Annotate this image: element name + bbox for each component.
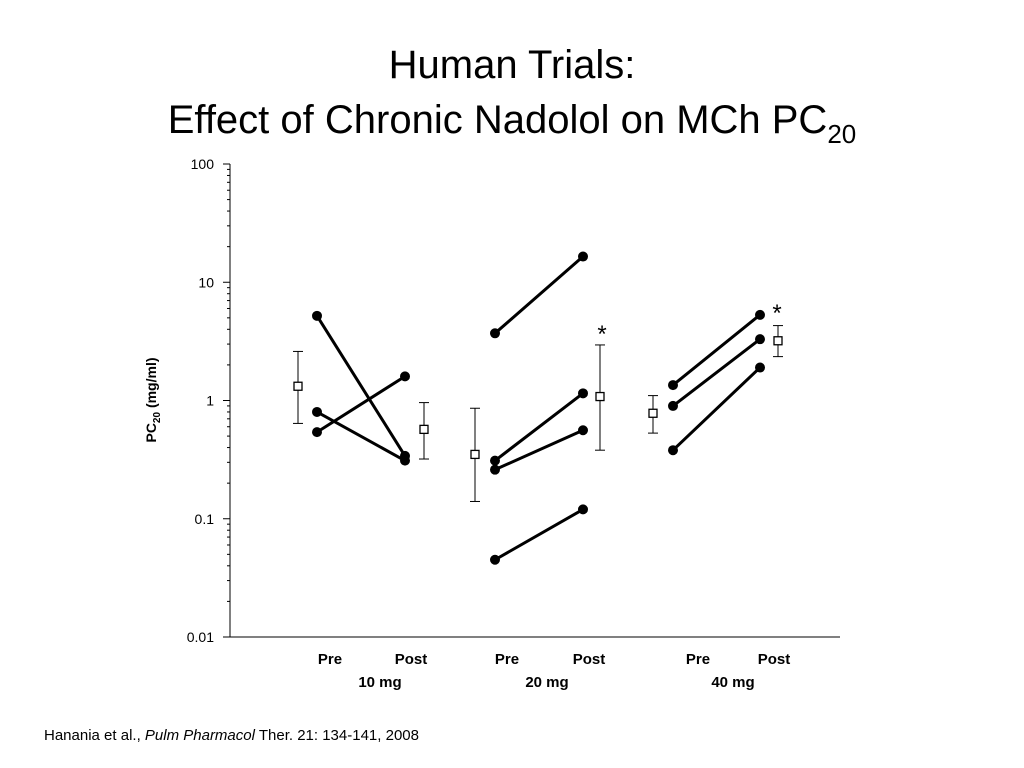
subject-point xyxy=(578,388,588,399)
slide-title-line1: Human Trials: xyxy=(388,43,636,87)
subject-point xyxy=(578,425,588,436)
subject-line xyxy=(493,255,585,335)
y-label-sub: 20 xyxy=(152,412,163,424)
subject-point xyxy=(755,334,765,345)
y-tick-label: 10 xyxy=(198,274,214,290)
citation-authors: Hanania et al., xyxy=(44,727,145,744)
significance-star: * xyxy=(597,321,606,348)
subject-line xyxy=(315,314,407,458)
subject-point xyxy=(668,380,678,391)
chart-axes: 100 10 1 0.1 0.01 xyxy=(187,156,840,645)
subject-point xyxy=(578,251,588,262)
x-label-group: 10 mg xyxy=(358,674,401,691)
y-axis-label: PC20 (mg/ml) xyxy=(143,357,163,442)
subject-line xyxy=(493,507,585,562)
x-label-group: 40 mg xyxy=(711,674,754,691)
y-tick-label: 1 xyxy=(206,393,214,409)
title-subscript: 20 xyxy=(827,119,857,149)
title-line2-text: Effect of Chronic Nadolol on MCh PC xyxy=(167,98,828,142)
subject-point xyxy=(490,455,500,466)
y-tick-label: 0.1 xyxy=(195,511,215,527)
mean-marker xyxy=(419,424,429,435)
mean-marker xyxy=(773,336,783,346)
mean-marker xyxy=(648,408,658,418)
subject-line xyxy=(671,313,762,387)
slide-title-line2: Effect of Chronic Nadolol on MCh PC20 xyxy=(0,97,1024,157)
y-tick-label: 100 xyxy=(191,156,215,172)
subject-points xyxy=(312,251,765,565)
y-tick-label: 0.01 xyxy=(187,629,214,645)
x-label-pre: Pre xyxy=(686,651,710,668)
subject-point xyxy=(755,309,765,320)
subject-line xyxy=(493,428,585,472)
subject-line xyxy=(493,391,585,463)
x-label-group: 20 mg xyxy=(525,674,568,691)
subject-point xyxy=(400,455,410,466)
subject-point xyxy=(312,427,322,438)
x-label-post: Post xyxy=(573,651,606,668)
citation-journal: Pulm Pharmacol xyxy=(144,727,255,744)
subject-line xyxy=(671,366,762,452)
y-label-unit: (mg/ml) xyxy=(143,357,159,411)
mean-marker xyxy=(470,449,480,460)
subject-point xyxy=(400,371,410,382)
citation: Hanania et al., Pulm Pharmacol Ther. 21:… xyxy=(44,727,419,744)
citation-rest: Ther. 21: 134-141, 2008 xyxy=(254,727,419,744)
subject-point xyxy=(490,554,500,565)
subject-point xyxy=(668,445,678,456)
subject-point xyxy=(312,406,322,417)
subject-point xyxy=(578,504,588,515)
x-label-post: Post xyxy=(758,651,791,668)
x-label-pre: Pre xyxy=(318,651,342,668)
subject-lines xyxy=(315,255,762,562)
y-label-main: PC xyxy=(143,423,159,442)
x-label-pre: Pre xyxy=(495,651,519,668)
subject-point xyxy=(312,310,322,321)
subject-point xyxy=(755,362,765,373)
subject-point xyxy=(490,464,500,475)
subject-line xyxy=(315,410,407,463)
significance-star: * xyxy=(772,300,781,327)
subject-line xyxy=(671,337,762,408)
subject-point xyxy=(668,400,678,411)
svg-text:PC20 (mg/ml): PC20 (mg/ml) xyxy=(143,357,163,442)
subject-line xyxy=(315,374,407,434)
mean-marker xyxy=(595,391,605,402)
subject-point xyxy=(490,328,500,339)
mean-markers: ** xyxy=(293,300,783,502)
mean-marker xyxy=(293,381,303,391)
x-label-post: Post xyxy=(395,651,428,668)
